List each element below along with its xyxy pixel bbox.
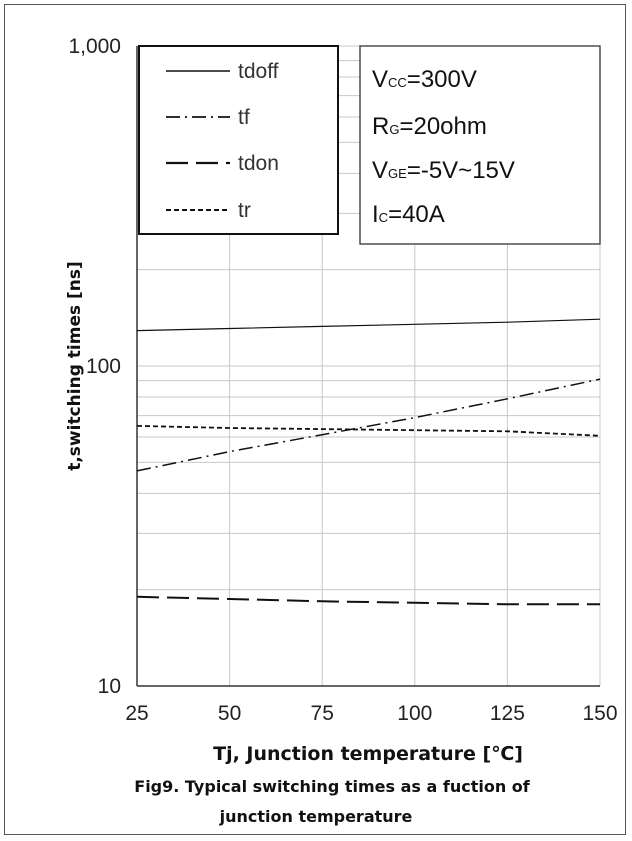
figure-frame <box>4 4 626 835</box>
series-line-tdon <box>136 595 600 606</box>
y-axis-ticks: 10 100 1,000 <box>68 35 121 698</box>
legend: tdoff tf tdon tr <box>138 45 339 235</box>
y-tick-label-0: 10 <box>98 675 121 698</box>
conditions-box: VCC=300V RG=20ohm VGE=-5V~15V IC=40A <box>359 45 601 245</box>
x-tick-label-3: 100 <box>397 702 432 725</box>
x-tick-label-5: 150 <box>582 702 617 725</box>
caption-line-1: Fig9. Typical switching times as a fucti… <box>134 777 531 796</box>
x-tick-label-2: 75 <box>311 702 334 725</box>
series-line-tdoff <box>136 318 601 332</box>
legend-label-tf: tf <box>238 106 250 129</box>
x-tick-label-4: 125 <box>490 702 525 725</box>
y-axis-label: t,switching times [ns] <box>65 261 85 471</box>
legend-label-tr: tr <box>238 199 251 222</box>
series-line-tf <box>136 378 601 472</box>
plot-area <box>136 46 600 687</box>
legend-label-tdoff: tdoff <box>238 60 279 83</box>
series-layer <box>136 318 601 606</box>
y-tick-label-2: 1,000 <box>68 35 121 58</box>
y-tick-label-1: 100 <box>86 355 121 378</box>
caption-line-2: junction temperature <box>219 807 413 826</box>
x-tick-label-1: 50 <box>218 702 241 725</box>
x-axis-ticks: 25 50 75 100 125 150 <box>125 702 617 725</box>
condition-0: VCC=300V <box>372 66 477 93</box>
x-axis-label: Tj, Junction temperature [℃] <box>213 743 523 765</box>
condition-2: VGE=-5V~15V <box>372 157 515 184</box>
x-tick-label-0: 25 <box>125 702 148 725</box>
condition-1: RG=20ohm <box>372 113 487 140</box>
legend-label-tdon: tdon <box>238 152 279 175</box>
series-line-tr <box>136 425 601 437</box>
condition-3: IC=40A <box>372 201 445 228</box>
